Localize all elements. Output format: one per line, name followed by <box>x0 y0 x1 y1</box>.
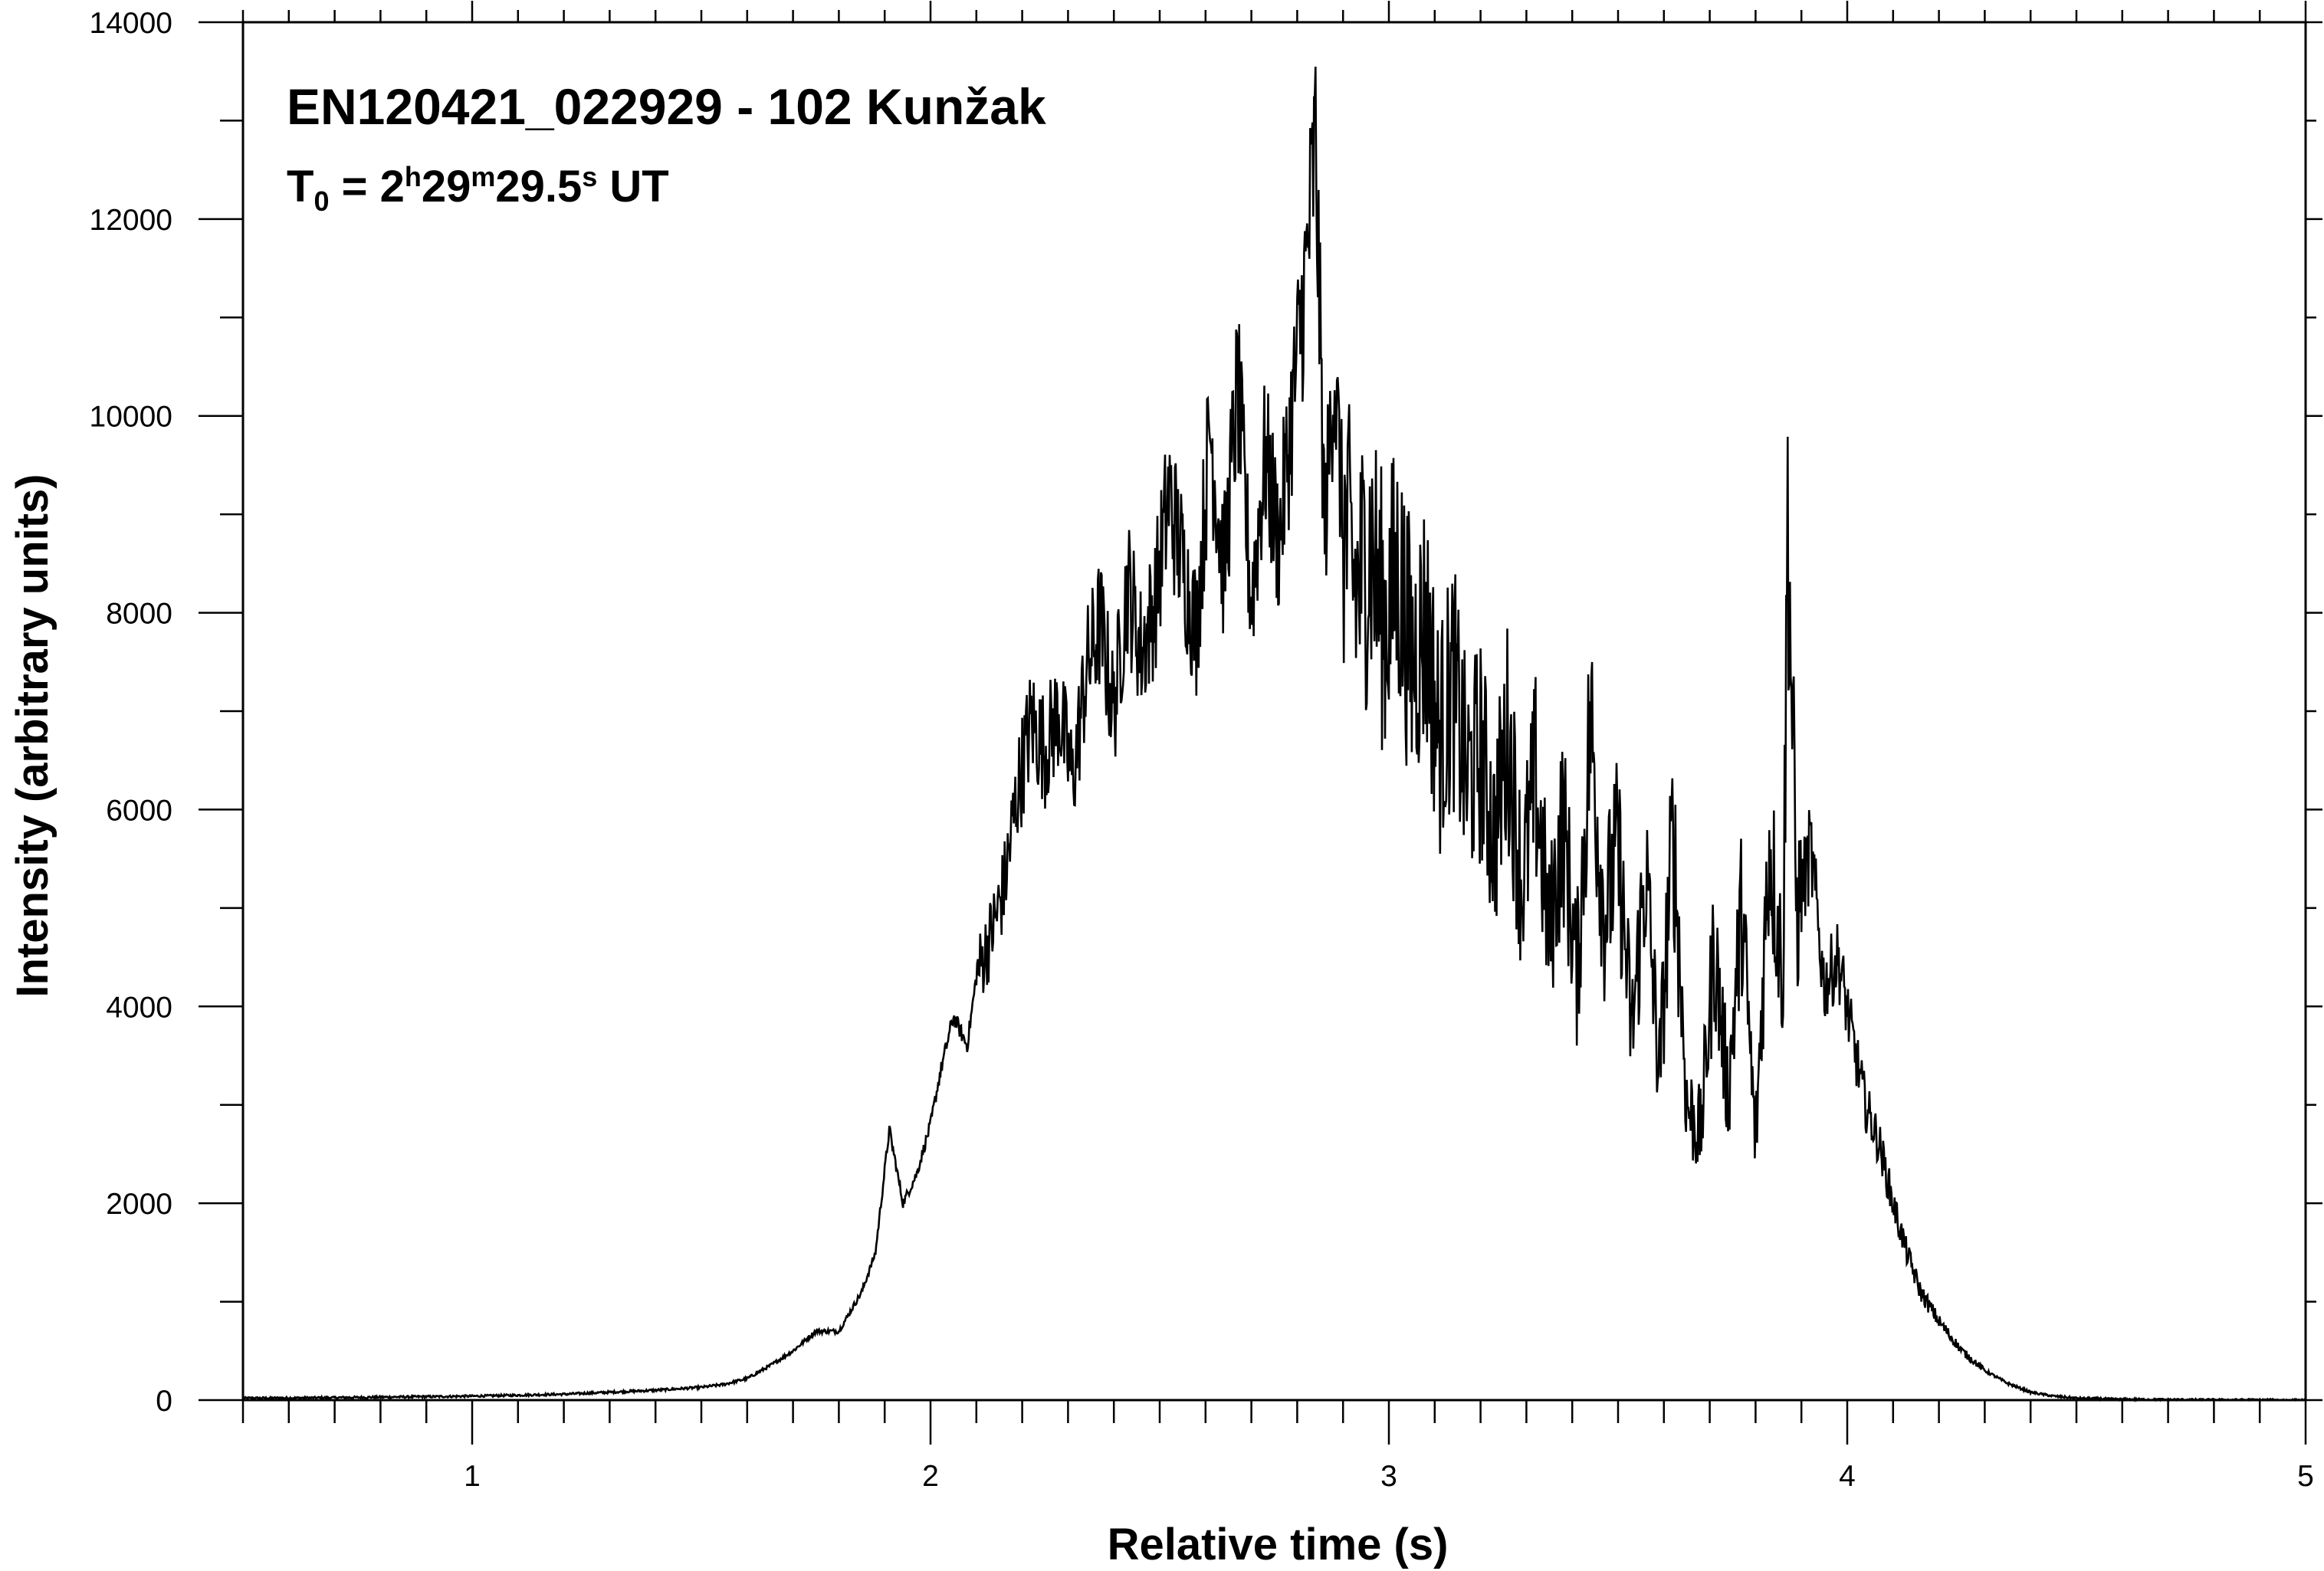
y-tick-label: 2000 <box>106 1188 172 1221</box>
chart-subtitle: T0 = 2h29m29.5s UT <box>287 161 669 217</box>
subtitle-suffix: UT <box>597 162 668 212</box>
x-tick-label: 5 <box>2297 1460 2314 1493</box>
subtitle-prefix-subscript: 0 <box>313 185 329 217</box>
series-line <box>242 66 2306 1402</box>
x-tick-label: 3 <box>1380 1460 1397 1493</box>
y-tick-label: 8000 <box>106 598 172 631</box>
x-tick-label: 2 <box>922 1460 939 1493</box>
plot-frame <box>241 21 2307 1402</box>
chart-title: EN120421_022929 - 102 Kunžak <box>287 78 1046 135</box>
y-tick-label: 0 <box>156 1385 172 1418</box>
x-axis-title: Relative time (s) <box>1108 1520 1449 1569</box>
subtitle-seconds: 29.5 <box>495 162 582 212</box>
x-tick-label: 4 <box>1839 1460 1856 1493</box>
y-tick-label: 10000 <box>90 401 172 434</box>
y-tick-label: 14000 <box>90 7 172 40</box>
subtitle-minutes: 29 <box>422 162 471 212</box>
y-axis-title: Intensity (arbitrary units) <box>8 474 57 997</box>
y-tick-labels: 0 2000 4000 6000 8000 10000 12000 14000 <box>90 7 172 1418</box>
subtitle-equals: = 2 <box>329 162 404 212</box>
subtitle-seconds-unit: s <box>582 161 597 192</box>
subtitle-prefix: T <box>287 162 313 212</box>
y-tick-label: 12000 <box>90 204 172 237</box>
x-tick-labels: 1 2 3 4 5 <box>464 1460 2314 1493</box>
y-tick-label: 4000 <box>106 991 172 1024</box>
subtitle-minutes-unit: m <box>471 161 495 192</box>
subtitle-hours-unit: h <box>405 161 422 192</box>
y-tick-label: 6000 <box>106 794 172 827</box>
ticks-layer <box>199 1 2322 1445</box>
x-tick-label: 1 <box>464 1460 481 1493</box>
